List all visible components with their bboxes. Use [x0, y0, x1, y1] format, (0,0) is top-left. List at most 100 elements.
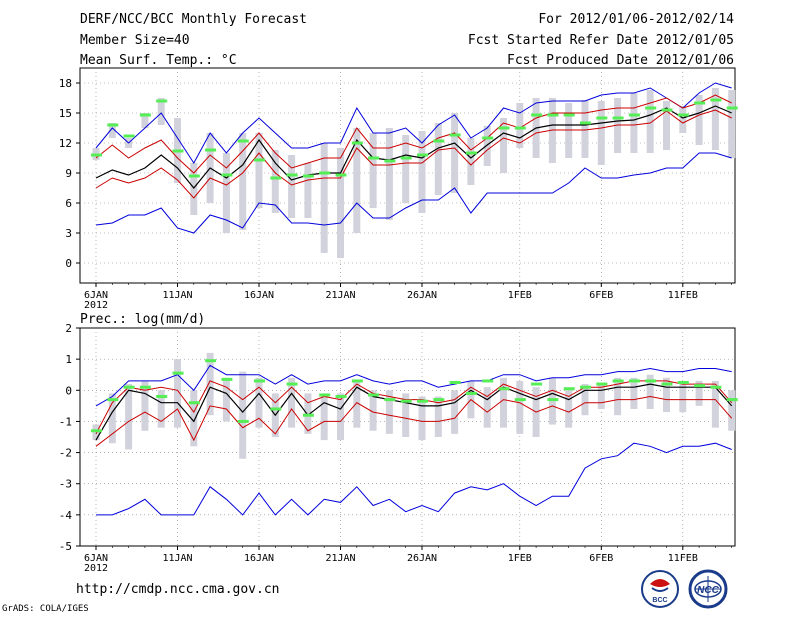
- temperature-spread-box: [369, 133, 377, 208]
- precipitation-ytick-label--4: -4: [59, 509, 73, 522]
- precipitation-observed-marker: [123, 385, 135, 389]
- temperature-spread-box: [451, 113, 459, 193]
- precipitation-spread-box: [679, 380, 687, 413]
- temperature-spread-box: [157, 98, 165, 125]
- precipitation-observed-marker: [254, 379, 265, 383]
- precipitation-observed-marker: [498, 387, 510, 391]
- precipitation-spread-box: [157, 390, 165, 428]
- temperature-year-label: 2012: [84, 300, 108, 311]
- precipitation-observed-marker: [645, 379, 657, 383]
- precipitation-ytick-label--5: -5: [59, 540, 72, 553]
- precipitation-observed-marker: [172, 371, 184, 375]
- precipitation-spread-box: [418, 396, 426, 441]
- precipitation-observed-marker: [270, 407, 282, 411]
- precipitation-spread-box: [581, 384, 589, 416]
- temperature-spread-box: [581, 100, 589, 158]
- temperature-spread-box: [385, 128, 393, 220]
- precipitation-spread-box: [304, 393, 312, 434]
- temperature-mean-line: [95, 105, 732, 189]
- temperature-upper-line: [95, 94, 732, 174]
- temperature-observed-marker: [645, 106, 657, 110]
- precipitation-observed-marker: [302, 413, 314, 417]
- temperature-observed-marker: [710, 98, 722, 102]
- variable-label: Mean Surf. Temp.: °C: [80, 53, 237, 68]
- precipitation-observed-marker: [563, 387, 575, 391]
- precipitation-xtick-label-0: 6JAN: [84, 553, 108, 564]
- precipitation-observed-marker: [417, 399, 428, 403]
- precipitation-xtick-label-4: 26JAN: [407, 553, 437, 564]
- precipitation-observed-marker: [188, 401, 200, 405]
- precipitation-spread-box: [451, 390, 459, 434]
- precipitation-observed-marker: [547, 398, 559, 402]
- temperature-xtick-label-1: 11JAN: [162, 290, 192, 301]
- precipitation-observed-marker: [335, 395, 347, 399]
- precipitation-spread-box: [597, 384, 605, 409]
- precipitation-spread-box: [663, 377, 670, 413]
- temperature-observed-marker: [351, 141, 363, 145]
- precipitation-lower-line: [95, 395, 733, 447]
- temperature-observed-marker: [302, 174, 314, 178]
- precipitation-spread-box: [614, 377, 622, 416]
- temperature-spread-box: [711, 88, 719, 150]
- temperature-spread-box: [646, 90, 654, 153]
- temperature-observed-marker: [188, 174, 200, 178]
- temperature-observed-marker: [123, 134, 135, 138]
- precipitation-spread-box: [222, 377, 230, 422]
- forecast-period: For 2012/01/06-2012/02/14: [538, 12, 734, 27]
- temperature-ytick-label-0: 0: [65, 257, 72, 270]
- precipitation-ytick-label--2: -2: [59, 447, 72, 460]
- precipitation-ytick-label-1: 1: [65, 353, 72, 366]
- temperature-observed-marker: [237, 139, 249, 143]
- temperature-spread-box: [679, 106, 687, 133]
- member-size: Member Size=40: [80, 32, 190, 48]
- precipitation-min-line: [96, 442, 732, 516]
- temperature-observed-marker: [91, 153, 102, 157]
- temperature-observed-marker: [270, 176, 282, 180]
- temperature-spread-box: [728, 90, 736, 158]
- bcc-logo: BCC: [641, 570, 679, 608]
- header-left: DERF/NCC/BCC Monthly Forecast Member Siz…: [80, 10, 307, 72]
- temperature-observed-marker: [433, 139, 445, 143]
- precipitation-spread-box: [288, 377, 296, 428]
- temperature-spread-box: [222, 153, 230, 233]
- precipitation-observed-marker: [694, 384, 706, 388]
- temperature-xtick-label-2: 16JAN: [244, 290, 274, 301]
- temperature-xtick-label-7: 11FEB: [668, 290, 698, 301]
- precipitation-spread-box: [630, 377, 638, 409]
- temperature-observed-marker: [580, 121, 591, 125]
- temperature-spread-box: [190, 163, 198, 215]
- precipitation-observed-marker: [319, 393, 331, 397]
- precipitation-spread-box: [174, 359, 181, 428]
- temperature-min-line: [95, 152, 732, 234]
- temperature-spread-box: [663, 101, 670, 150]
- temperature-ytick-label-15: 15: [59, 107, 72, 120]
- temperature-observed-marker: [661, 108, 673, 112]
- temperature-xtick-label-3: 21JAN: [325, 290, 355, 301]
- precipitation-observed-marker: [710, 385, 722, 389]
- precipitation-spread-box: [337, 393, 344, 441]
- precipitation-ytick-label-2: 2: [65, 322, 72, 335]
- temperature-spread-box: [239, 133, 247, 230]
- temperature-observed-marker: [498, 126, 510, 130]
- precipitation-xtick-label-3: 21JAN: [325, 553, 355, 564]
- precipitation-spread-box: [125, 384, 133, 450]
- temperature-xtick-label-4: 26JAN: [407, 290, 437, 301]
- precipitation-observed-marker: [628, 379, 640, 383]
- precipitation-observed-marker: [221, 377, 233, 381]
- precipitation-spread-box: [369, 390, 377, 431]
- precipitation-observed-marker: [661, 382, 673, 386]
- precipitation-observed-marker: [400, 399, 412, 403]
- temperature-spread-box: [483, 126, 491, 166]
- ncc-logo: NCC: [688, 569, 728, 609]
- temperature-observed-marker: [335, 173, 347, 177]
- temperature-observed-marker: [156, 99, 168, 103]
- source-url[interactable]: http://cmdp.ncc.cma.gov.cn: [76, 582, 280, 597]
- precipitation-spread-box: [483, 387, 491, 428]
- temperature-observed-marker: [547, 113, 559, 117]
- precipitation-observed-marker: [91, 429, 102, 433]
- temperature-spread-box: [337, 148, 344, 258]
- precipitation-spread-box: [239, 371, 247, 459]
- temperature-observed-marker: [465, 151, 477, 155]
- precipitation-xtick-label-6: 6FEB: [589, 553, 613, 564]
- precipitation-xtick-label-5: 1FEB: [508, 553, 532, 564]
